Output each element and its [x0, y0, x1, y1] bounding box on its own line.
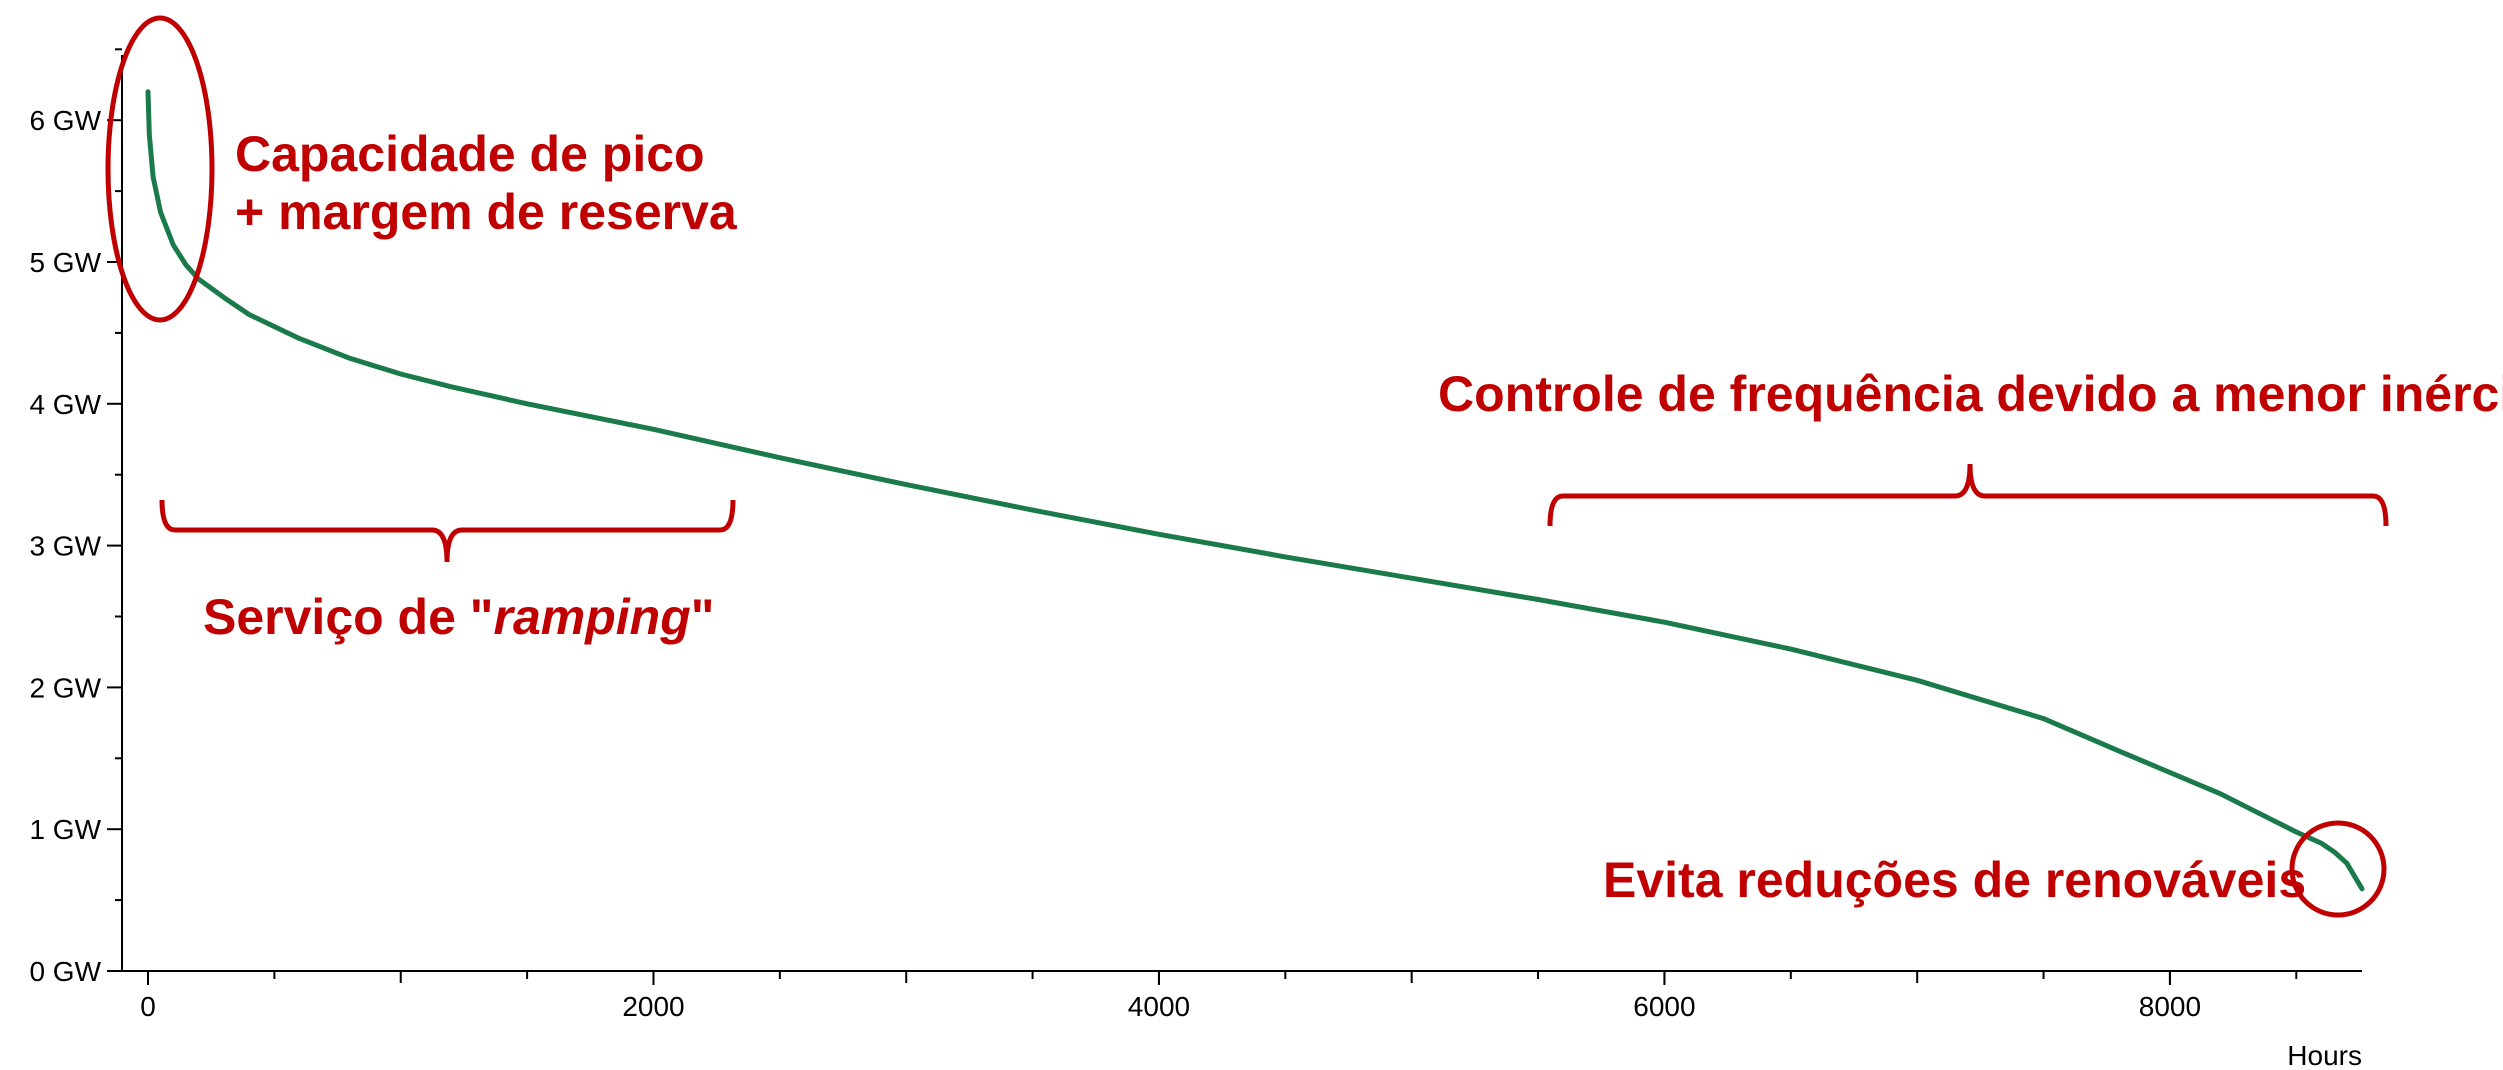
- series: [145, 89, 2365, 892]
- ramping-suffix: ": [691, 589, 715, 645]
- y-tick-label: 6 GW: [29, 105, 101, 136]
- x-tick-label: 8000: [2139, 991, 2201, 1022]
- x-axis-title: Hours: [2287, 1040, 2362, 1070]
- ramping-brace: [159, 499, 736, 563]
- x-tick-label: 2000: [622, 991, 684, 1022]
- y-tick-label: 0 GW: [29, 956, 101, 987]
- y-tick-label: 4 GW: [29, 389, 101, 420]
- y-tick-label: 1 GW: [29, 814, 101, 845]
- ramping-service-label: Serviço de "ramping": [203, 589, 714, 645]
- y-tick-label: 2 GW: [29, 672, 101, 703]
- frequency-control-label: Controle de frequência devido a menor in…: [1438, 366, 2503, 422]
- low-end-highlight-circle: [2289, 820, 2387, 918]
- peak-highlight-ellipse: [105, 15, 215, 323]
- x-tick-label: 0: [140, 991, 156, 1022]
- ramping-italic: ramping: [494, 589, 691, 645]
- ramping-prefix: Serviço de ": [203, 589, 494, 645]
- y-tick-label: 5 GW: [29, 247, 101, 278]
- frequency-control-brace: [1547, 463, 2389, 527]
- x-tick-label: 6000: [1633, 991, 1695, 1022]
- reserve-margin-label: + margem de reserva: [235, 184, 738, 240]
- avoid-curtailment-label: Evita reduções de renováveis: [1603, 852, 2306, 908]
- load-duration-curve: [145, 89, 2365, 892]
- peak-capacity-label: Capacidade de pico: [235, 126, 705, 182]
- axes: [121, 55, 2362, 972]
- ticks: 0 GW 1 GW 2 GW 3 GW 4 GW 5 GW 6 GW 0 2000 4000 600…: [29, 48, 2298, 1022]
- x-tick-label: 4000: [1128, 991, 1190, 1022]
- y-tick-label: 3 GW: [29, 531, 101, 562]
